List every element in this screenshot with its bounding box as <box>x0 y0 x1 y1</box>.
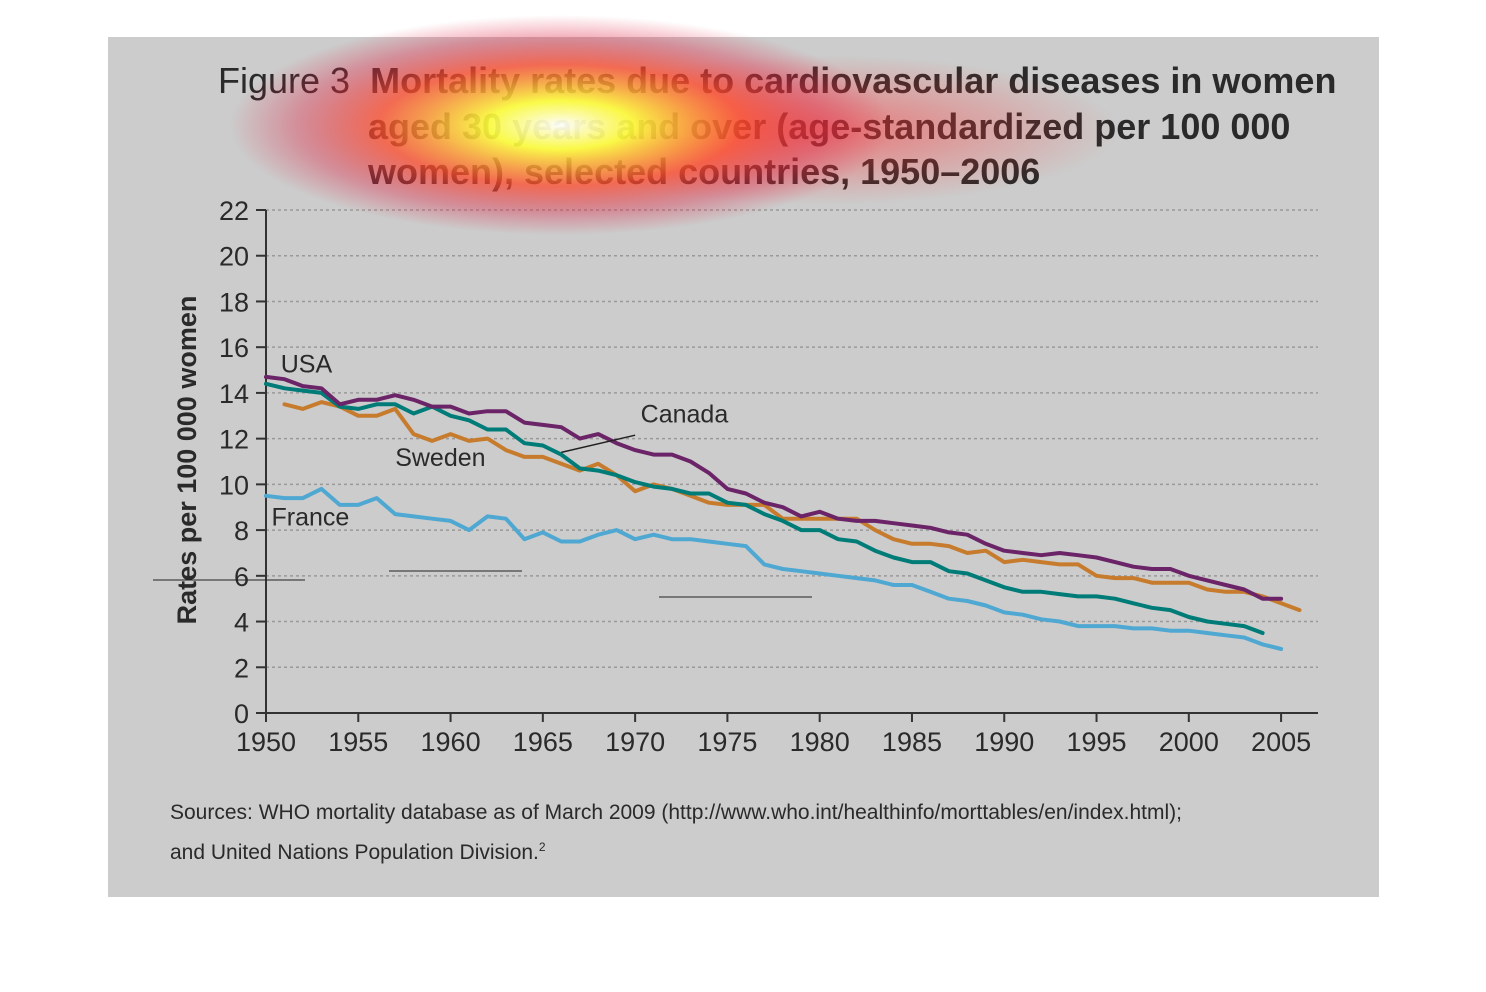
series-line-sweden <box>282 400 1302 613</box>
sources-note: Sources: WHO mortality database as of Ma… <box>170 796 1182 870</box>
footnote-marker: 2 <box>538 840 546 854</box>
series-lines <box>264 374 1302 651</box>
y-tick-label: 20 <box>219 242 249 272</box>
x-tick-label: 1950 <box>236 727 296 757</box>
sources-line-2-text: and United Nations Population Division. <box>170 841 539 864</box>
y-tick-label: 10 <box>219 470 249 500</box>
sources-line-2: and United Nations Population Division.2 <box>170 830 1182 870</box>
series-label-sweden: Sweden <box>395 444 485 472</box>
sources-line-1: Sources: WHO mortality database as of Ma… <box>170 801 1182 824</box>
x-tick-label: 1970 <box>605 727 665 757</box>
series-label-canada: Canada <box>641 401 729 429</box>
y-axis-ticks: 0 2 4 6 8 10 12 14 16 18 20 22 <box>219 196 266 729</box>
y-tick-label: 16 <box>219 333 249 363</box>
canada-leader-line <box>561 434 636 454</box>
x-tick-label: 1985 <box>882 727 942 757</box>
x-tick-label: 1960 <box>421 727 481 757</box>
y-tick-label: 2 <box>234 653 249 683</box>
series-label-usa: USA <box>281 350 333 378</box>
stray-rule-lines <box>153 570 812 598</box>
series-line-usa <box>264 374 1284 601</box>
x-tick-label: 1990 <box>974 727 1034 757</box>
y-tick-label: 22 <box>219 196 249 226</box>
y-tick-label: 6 <box>234 562 249 592</box>
series-line-canada <box>264 381 1265 635</box>
x-tick-label: 1955 <box>328 727 388 757</box>
y-tick-label: 18 <box>219 287 249 317</box>
y-tick-label: 4 <box>234 608 249 638</box>
y-tick-label: 14 <box>219 379 249 409</box>
x-tick-label: 2000 <box>1159 727 1219 757</box>
y-axis-label: Rates per 100 000 women <box>172 296 202 625</box>
series-line-france <box>264 486 1284 651</box>
series-labels: USA Canada Sweden France <box>272 350 729 531</box>
x-tick-label: 1980 <box>790 727 850 757</box>
x-tick-label: 2005 <box>1251 727 1311 757</box>
x-axis-ticks: 1950 1955 1960 1965 1970 1975 1980 1985 1990 1995… <box>236 713 1311 757</box>
x-tick-label: 1965 <box>513 727 573 757</box>
y-tick-label: 0 <box>234 699 249 729</box>
series-label-france: France <box>272 504 350 532</box>
x-tick-label: 1975 <box>697 727 757 757</box>
y-tick-label: 12 <box>219 425 249 455</box>
x-tick-label: 1995 <box>1066 727 1126 757</box>
axes <box>265 210 1318 714</box>
y-tick-label: 8 <box>234 516 249 546</box>
